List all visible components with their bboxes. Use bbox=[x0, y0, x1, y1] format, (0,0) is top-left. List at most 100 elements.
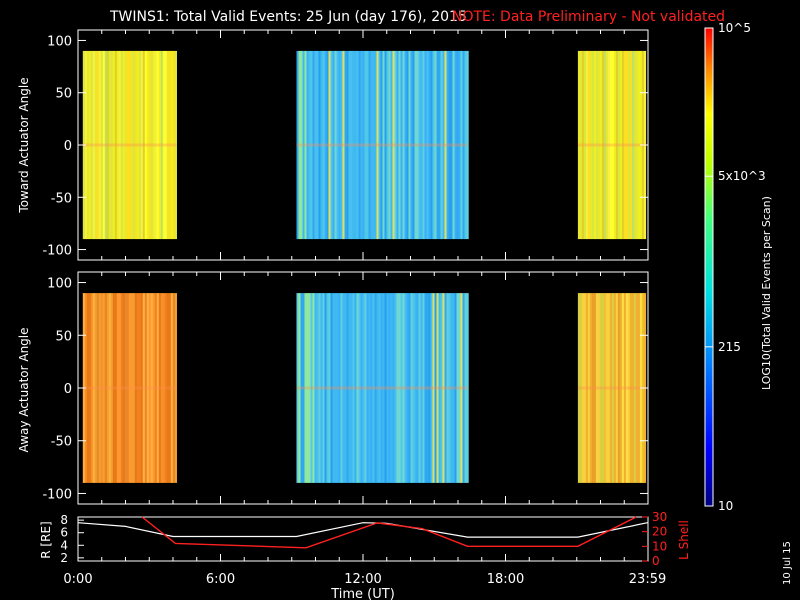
heatmap-column bbox=[150, 293, 153, 483]
r-tick-label: 2 bbox=[60, 551, 68, 565]
heatmap-column bbox=[120, 50, 123, 240]
heatmap-column bbox=[631, 293, 635, 483]
heatmap-column bbox=[406, 50, 409, 240]
r-tick-label: 4 bbox=[60, 538, 68, 552]
heatmap-column bbox=[168, 293, 171, 483]
heatmap-column bbox=[102, 50, 105, 240]
heatmap-column bbox=[637, 50, 641, 240]
heatmap-column bbox=[376, 50, 379, 240]
heatmap-column bbox=[328, 50, 331, 240]
heatmap-column bbox=[348, 293, 351, 483]
heatmap-column bbox=[579, 50, 583, 240]
heatmap-column bbox=[631, 50, 635, 240]
heatmap-column bbox=[454, 293, 457, 483]
heatmap-column bbox=[324, 293, 327, 483]
heatmap-column bbox=[374, 50, 377, 240]
time-axis-label: Time (UT) bbox=[330, 587, 395, 600]
heatmap-column bbox=[330, 293, 333, 483]
heatmap-column bbox=[595, 293, 599, 483]
heatmap-column bbox=[304, 293, 307, 483]
heatmap-column bbox=[104, 50, 107, 240]
heatmap-column bbox=[110, 293, 113, 483]
r-tick-label: 6 bbox=[60, 526, 68, 540]
heatmap-column bbox=[322, 293, 325, 483]
heatmap-column bbox=[382, 293, 385, 483]
heatmap-column bbox=[354, 50, 357, 240]
heatmap-column bbox=[392, 50, 395, 240]
heatmap-column bbox=[130, 50, 133, 240]
heatmap-column bbox=[625, 50, 629, 240]
heatmap-column bbox=[444, 50, 447, 240]
heatmap-column bbox=[599, 293, 603, 483]
heatmap-column bbox=[422, 293, 425, 483]
heatmap-column bbox=[310, 293, 313, 483]
heatmap-column bbox=[334, 50, 337, 240]
heatmap-column bbox=[458, 293, 461, 483]
heatmap-column bbox=[338, 293, 341, 483]
heatmap-column bbox=[162, 293, 165, 483]
heatmap-column bbox=[452, 50, 455, 240]
heatmap-column bbox=[158, 293, 161, 483]
y-tick-label: -100 bbox=[42, 244, 72, 259]
heatmap-column bbox=[368, 293, 371, 483]
heatmap-column bbox=[440, 50, 443, 240]
heatmap-column bbox=[629, 50, 633, 240]
heatmap-column bbox=[605, 293, 609, 483]
heatmap-column bbox=[607, 293, 611, 483]
heatmap-column bbox=[96, 293, 99, 483]
heatmap-column bbox=[388, 293, 391, 483]
heatmap-column bbox=[619, 293, 623, 483]
heatmap-column bbox=[581, 293, 585, 483]
l-shell-tick-label: 10 bbox=[652, 539, 667, 553]
y-tick-label: 100 bbox=[47, 34, 72, 49]
heatmap-column bbox=[623, 50, 627, 240]
heatmap-column bbox=[430, 293, 433, 483]
heatmap-column bbox=[332, 293, 335, 483]
heatmap-column bbox=[164, 50, 167, 240]
heatmap-column bbox=[611, 293, 615, 483]
heatmap-column bbox=[378, 50, 381, 240]
time-tick-label: 0:00 bbox=[63, 572, 92, 587]
heatmap-column bbox=[364, 50, 367, 240]
heatmap-column bbox=[362, 293, 365, 483]
heatmap-column bbox=[370, 293, 373, 483]
y-tick-label: 0 bbox=[64, 382, 72, 397]
heatmap-column bbox=[422, 50, 425, 240]
y-axis-label: Away Actuator Angle bbox=[17, 327, 31, 452]
heatmap-column bbox=[589, 50, 593, 240]
heatmap-column bbox=[384, 293, 387, 483]
heatmap-column bbox=[352, 50, 355, 240]
heatmap-column bbox=[424, 293, 427, 483]
heatmap-column bbox=[587, 50, 591, 240]
heatmap-column bbox=[340, 293, 343, 483]
heatmap-column bbox=[402, 50, 405, 240]
heatmap-column bbox=[174, 50, 177, 240]
heatmap-column bbox=[360, 50, 363, 240]
colorbar-label: LOG10(Total Valid Events per Scan) bbox=[760, 196, 773, 390]
heatmap-column bbox=[110, 50, 113, 240]
heatmap-column bbox=[128, 50, 131, 240]
heatmap-column bbox=[591, 50, 595, 240]
heatmap-column bbox=[394, 50, 397, 240]
heatmap-column bbox=[625, 293, 629, 483]
heatmap-column bbox=[436, 50, 439, 240]
heatmap-column bbox=[466, 293, 469, 483]
heatmap-column bbox=[378, 293, 381, 483]
heatmap-column bbox=[344, 293, 347, 483]
heatmap-column bbox=[398, 293, 401, 483]
heatmap-column bbox=[332, 50, 335, 240]
heatmap-column bbox=[122, 50, 125, 240]
heatmap-column bbox=[132, 50, 135, 240]
heatmap-column bbox=[454, 50, 457, 240]
heatmap-column bbox=[96, 50, 99, 240]
heatmap-column bbox=[162, 50, 165, 240]
heatmap-column bbox=[629, 293, 633, 483]
heatmap-column bbox=[114, 50, 117, 240]
heatmap-column bbox=[428, 50, 431, 240]
heatmap-column bbox=[108, 50, 111, 240]
heatmap-column bbox=[88, 50, 91, 240]
heatmap-column bbox=[312, 50, 315, 240]
heatmap-column bbox=[124, 50, 127, 240]
